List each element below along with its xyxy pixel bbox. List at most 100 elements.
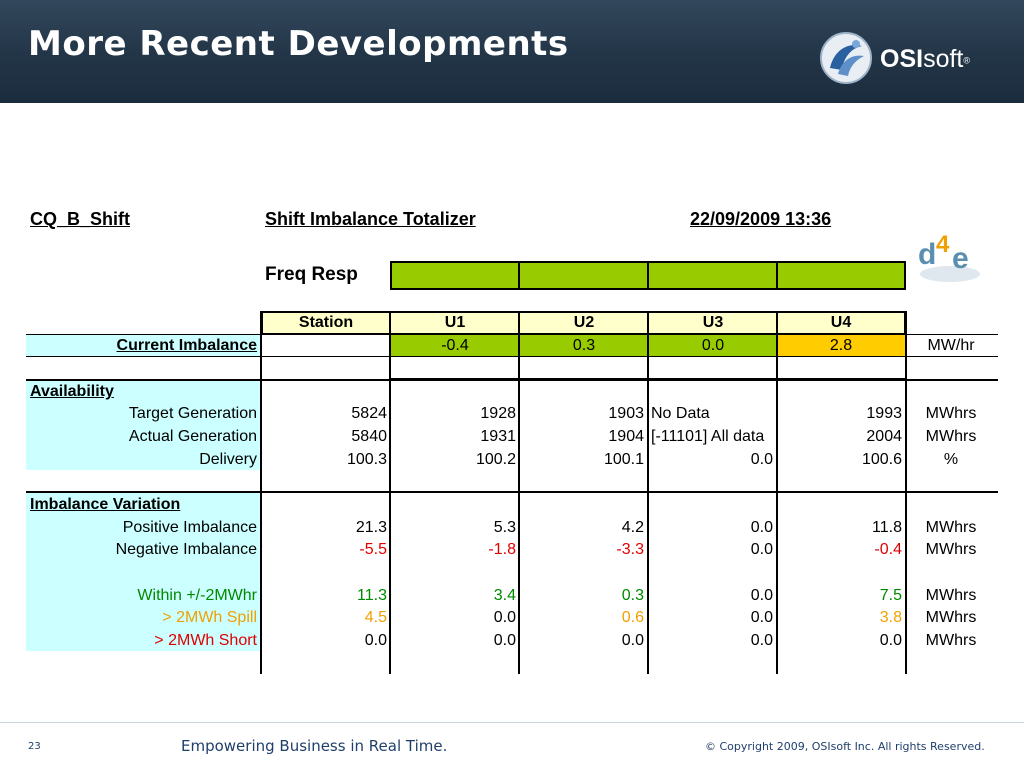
freq-resp-divider bbox=[776, 261, 778, 290]
cell-u3: 0.0 bbox=[750, 632, 773, 649]
section-border bbox=[26, 491, 998, 493]
svg-text:e: e bbox=[952, 242, 969, 275]
current-imbalance-u3: 0.0 bbox=[701, 337, 725, 354]
cell-u4: 100.6 bbox=[861, 451, 902, 468]
footer-divider bbox=[0, 722, 1024, 723]
cell-u3: 0.0 bbox=[750, 609, 773, 626]
row-label: Delivery bbox=[199, 451, 257, 468]
current-imbalance-unit: MW/hr bbox=[927, 337, 975, 354]
column-divider bbox=[260, 311, 262, 674]
row-label: > 2MWh Short bbox=[154, 632, 257, 649]
svg-text:4: 4 bbox=[936, 231, 950, 258]
cell-u3: 0.0 bbox=[750, 519, 773, 536]
cell-u2: 1903 bbox=[608, 405, 644, 422]
row-unit: MWhrs bbox=[925, 541, 977, 558]
svg-text:d: d bbox=[918, 238, 936, 271]
freq-resp-label: Freq Resp bbox=[265, 264, 358, 285]
section-border bbox=[26, 379, 998, 381]
row-unit: MWhrs bbox=[925, 632, 977, 649]
row-unit: MWhrs bbox=[925, 405, 977, 422]
cell-u2: 0.6 bbox=[621, 609, 644, 626]
row-label: Positive Imbalance bbox=[122, 519, 257, 536]
row-unit: MWhrs bbox=[925, 428, 977, 445]
column-divider bbox=[647, 311, 649, 674]
col-u3: U3 bbox=[702, 314, 724, 331]
cell-station: 5840 bbox=[351, 428, 387, 445]
osisoft-swirl-icon bbox=[820, 32, 872, 84]
current-imbalance-u1: -0.4 bbox=[441, 337, 469, 354]
cell-u4: -0.4 bbox=[874, 541, 902, 558]
d4e-logo: d 4 e bbox=[916, 228, 984, 286]
col-u1: U1 bbox=[444, 314, 466, 331]
cell-u3: 0.0 bbox=[750, 451, 773, 468]
cell-u4: 7.5 bbox=[879, 587, 902, 604]
col-station: Station bbox=[298, 314, 354, 331]
cell-station: -5.5 bbox=[359, 541, 387, 558]
footer-copyright: © Copyright 2009, OSIsoft Inc. All right… bbox=[705, 740, 985, 753]
row-unit: % bbox=[943, 451, 959, 468]
cell-u1: 3.4 bbox=[493, 587, 516, 604]
freq-resp-divider bbox=[647, 261, 649, 290]
cell-u2: 4.2 bbox=[621, 519, 644, 536]
row-label: Actual Generation bbox=[128, 428, 257, 445]
cell-u3: 0.0 bbox=[750, 541, 773, 558]
current-imbalance-u2: 0.3 bbox=[572, 337, 596, 354]
cell-station: 5824 bbox=[351, 405, 387, 422]
row-label: Within +/-2MWhr bbox=[137, 587, 257, 604]
cell-u1: 0.0 bbox=[493, 632, 516, 649]
osisoft-logo: OSIsoft® bbox=[818, 30, 998, 86]
column-divider bbox=[776, 311, 778, 674]
cell-u2: -3.3 bbox=[616, 541, 644, 558]
cell-station: 100.3 bbox=[346, 451, 387, 468]
cell-u4: 2004 bbox=[866, 428, 902, 445]
cell-u3: [-11101] All data bbox=[651, 428, 765, 445]
cell-u1: 1928 bbox=[480, 405, 516, 422]
cell-u2: 100.1 bbox=[603, 451, 644, 468]
freq-resp-divider bbox=[518, 261, 520, 290]
row-unit: MWhrs bbox=[925, 609, 977, 626]
row-label: > 2MWh Spill bbox=[162, 609, 257, 626]
cell-u4: 11.8 bbox=[872, 519, 902, 536]
cell-u1: 100.2 bbox=[475, 451, 516, 468]
row-border bbox=[26, 356, 998, 357]
row-unit: MWhrs bbox=[925, 519, 977, 536]
imbalance-heading: Imbalance Variation bbox=[30, 496, 181, 513]
cell-station: 4.5 bbox=[364, 609, 387, 626]
current-imbalance-u4: 2.8 bbox=[829, 337, 853, 354]
row-border bbox=[26, 334, 998, 335]
current-imbalance-warn-cell bbox=[776, 335, 906, 356]
slide-header: More Recent Developments OSIsoft® bbox=[0, 0, 1024, 103]
cell-u4: 0.0 bbox=[879, 632, 902, 649]
row-label: Target Generation bbox=[128, 405, 257, 422]
cell-u4: 3.8 bbox=[879, 609, 902, 626]
report-datetime: 22/09/2009 13:36 bbox=[690, 209, 832, 229]
cell-u1: 1931 bbox=[480, 428, 516, 445]
imbalance-label-bg bbox=[26, 493, 261, 651]
cell-station: 21.3 bbox=[355, 519, 387, 536]
osisoft-wordmark: OSIsoft® bbox=[880, 45, 971, 73]
current-imbalance-ok-cells bbox=[390, 335, 777, 356]
availability-label-bg bbox=[26, 380, 261, 470]
cell-u2: 1904 bbox=[608, 428, 644, 445]
row-unit: MWhrs bbox=[925, 587, 977, 604]
cell-u2: 0.3 bbox=[621, 587, 644, 604]
column-divider bbox=[518, 311, 520, 674]
cell-u1: -1.8 bbox=[488, 541, 516, 558]
column-divider bbox=[905, 311, 907, 674]
cell-station: 11.3 bbox=[357, 587, 387, 604]
footer-tagline: Empowering Business in Real Time. bbox=[181, 737, 448, 755]
cell-u1: 5.3 bbox=[493, 519, 516, 536]
cell-u2: 0.0 bbox=[621, 632, 644, 649]
col-u2: U2 bbox=[573, 314, 595, 331]
col-u4: U4 bbox=[830, 314, 852, 331]
column-divider bbox=[389, 311, 391, 674]
report-name: CQ_B_Shift bbox=[30, 209, 131, 229]
report-title: Shift Imbalance Totalizer bbox=[265, 209, 476, 229]
current-imbalance-label: Current Imbalance bbox=[116, 337, 257, 354]
current-imbalance-label-bg bbox=[26, 335, 261, 356]
row-label: Negative Imbalance bbox=[115, 541, 257, 558]
cell-u1: 0.0 bbox=[493, 609, 516, 626]
cell-station: 0.0 bbox=[364, 632, 387, 649]
slide-title: More Recent Developments bbox=[28, 24, 569, 64]
cell-u3: 0.0 bbox=[750, 587, 773, 604]
